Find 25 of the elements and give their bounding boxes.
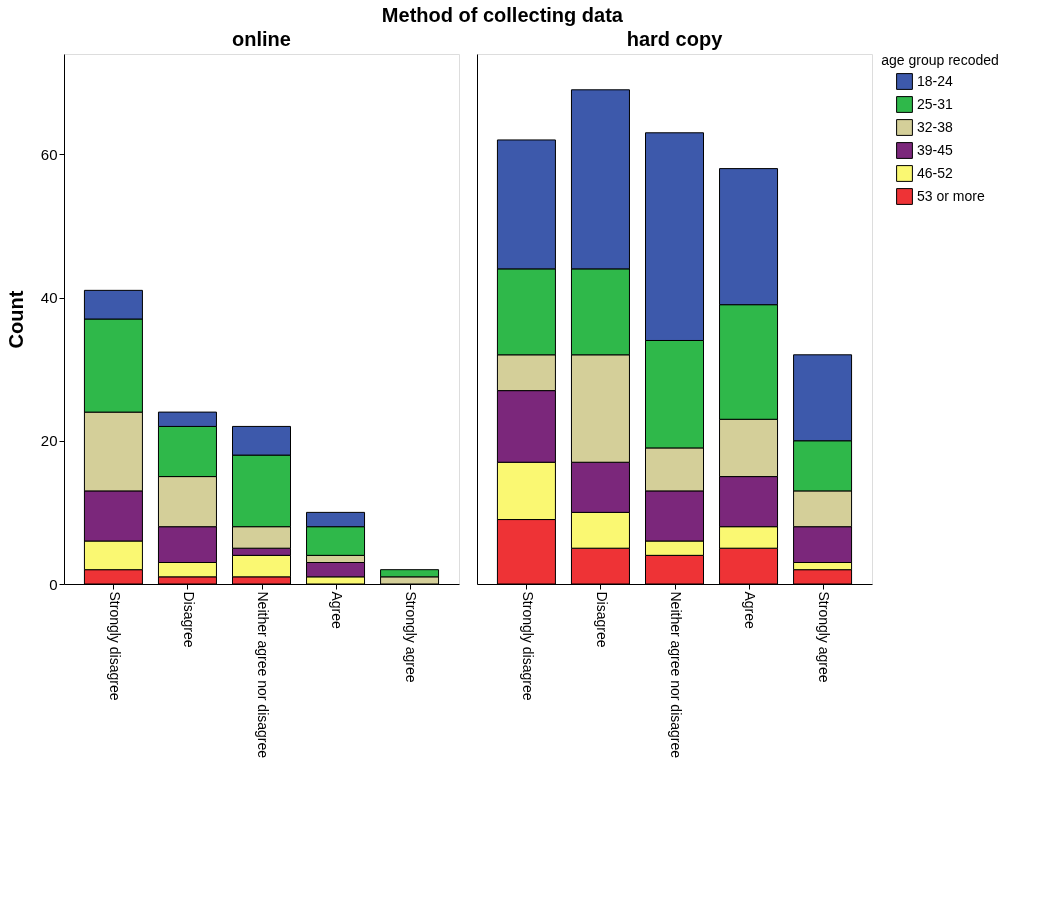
x-tick-label: Neither agree nor disagree bbox=[255, 591, 271, 759]
text: Method of collecting data bbox=[381, 3, 624, 26]
legend-label: 32-38 bbox=[917, 118, 954, 135]
legend-label: 46-52 bbox=[917, 164, 954, 181]
y-tick-label: 40 bbox=[40, 289, 58, 307]
x-tick-label: Strongly agree bbox=[403, 591, 420, 683]
y-axis-title: Count bbox=[4, 290, 27, 349]
x-tick-label: Disagree bbox=[593, 591, 610, 648]
x-tick-label: Neither agree nor disagree bbox=[668, 591, 684, 759]
legend-label: 25-31 bbox=[917, 95, 954, 112]
chart-title: hard copy bbox=[626, 28, 724, 50]
x-tick-label: Strongly agree bbox=[816, 591, 833, 683]
legend-label: 39-45 bbox=[917, 141, 954, 158]
y-tick-label: 60 bbox=[40, 145, 58, 163]
legend-label: 18-24 bbox=[917, 72, 954, 89]
legend-label: 53 or more bbox=[917, 187, 985, 204]
x-tick-label: Strongly disagree bbox=[106, 591, 123, 701]
legend-title: age group recoded bbox=[881, 52, 999, 68]
x-tick-label: Agree bbox=[742, 591, 759, 630]
y-tick-label: 0 bbox=[49, 575, 58, 593]
x-tick-label: Disagree bbox=[180, 591, 197, 648]
chart-title: online bbox=[232, 28, 291, 50]
x-tick-label: Strongly disagree bbox=[519, 591, 536, 701]
y-tick-label: 20 bbox=[40, 432, 58, 450]
x-tick-label: Agree bbox=[329, 591, 346, 630]
